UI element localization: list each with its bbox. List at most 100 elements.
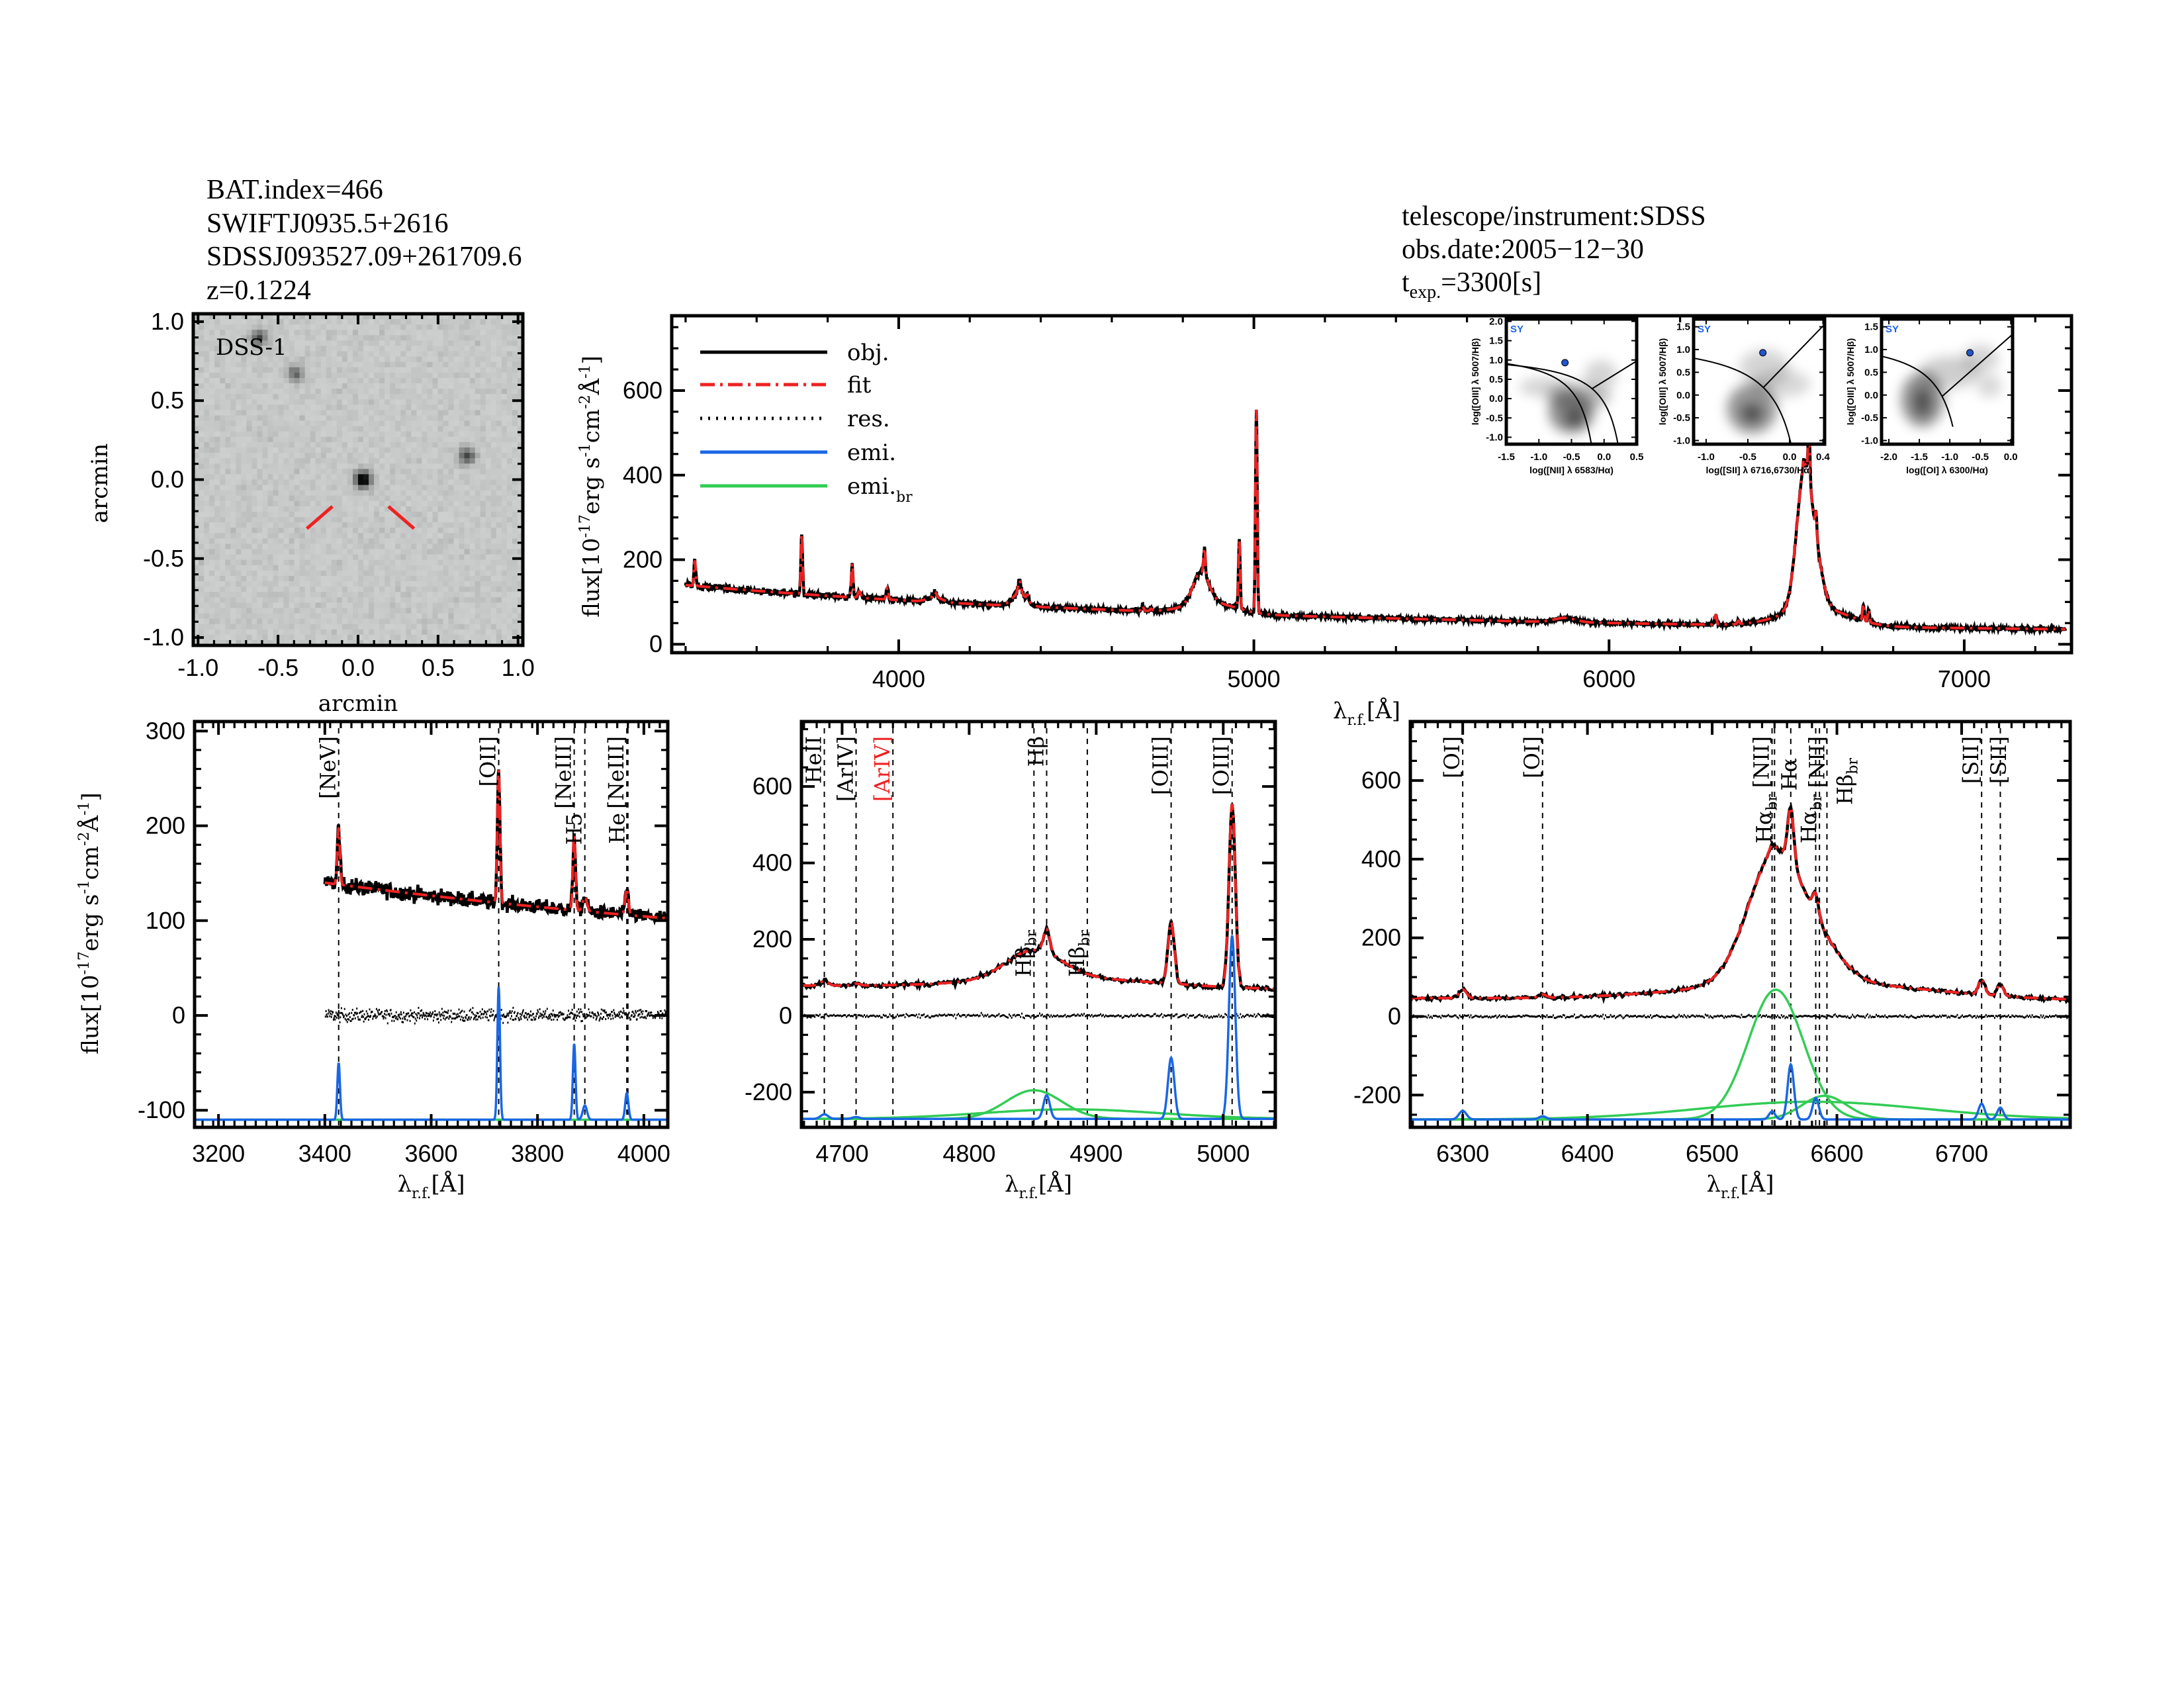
dss-pixel bbox=[353, 506, 359, 512]
dss-pixel bbox=[262, 512, 269, 518]
dss-pixel bbox=[336, 346, 343, 352]
dss-pixel bbox=[262, 436, 269, 443]
dss-pixel bbox=[448, 340, 455, 347]
dss-pixel bbox=[341, 372, 348, 379]
ylabel-part: Å bbox=[77, 815, 104, 832]
dss-pixel bbox=[453, 314, 460, 320]
dss-pixel bbox=[496, 367, 502, 373]
dss-pixel bbox=[374, 463, 380, 469]
dss-pixel bbox=[273, 586, 279, 592]
dss-pixel bbox=[369, 543, 375, 550]
dss-pixel bbox=[278, 351, 285, 357]
dss-pixel bbox=[304, 458, 311, 464]
dss-pixel bbox=[251, 517, 258, 523]
dss-pixel bbox=[422, 528, 428, 534]
dss-pixel bbox=[347, 372, 353, 379]
dss-pixel bbox=[331, 474, 338, 481]
dss-pixel bbox=[267, 415, 274, 422]
dss-pixel bbox=[400, 415, 406, 422]
dss-pixel bbox=[241, 528, 247, 534]
dss-pixel bbox=[406, 629, 412, 635]
dss-pixel bbox=[326, 559, 332, 566]
dss-pixel bbox=[464, 528, 471, 534]
dss-pixel bbox=[289, 447, 295, 453]
dss-pixel bbox=[406, 340, 412, 347]
dss-pixel bbox=[283, 576, 290, 582]
dss-pixel bbox=[518, 528, 523, 534]
dss-pixel bbox=[469, 335, 476, 341]
dss-pixel bbox=[485, 500, 492, 507]
dss-pixel bbox=[496, 474, 502, 481]
dss-pixel bbox=[379, 634, 385, 641]
dss-pixel bbox=[299, 399, 306, 405]
dss-pixel bbox=[278, 474, 285, 481]
dss-pixel bbox=[262, 469, 269, 475]
dss-pixel bbox=[490, 351, 497, 357]
dss-pixel bbox=[422, 474, 428, 481]
dss-pixel bbox=[501, 597, 508, 603]
dss-pixel bbox=[496, 538, 502, 545]
dss-pixel bbox=[331, 404, 338, 411]
dss-pixel bbox=[315, 639, 322, 646]
dss-pixel bbox=[257, 581, 263, 587]
dss-pixel bbox=[251, 383, 258, 389]
dss-pixel bbox=[347, 490, 353, 496]
dss-pixel bbox=[432, 639, 439, 646]
dss-pixel bbox=[214, 528, 220, 534]
dss-pixel bbox=[209, 506, 215, 512]
dss-pixel bbox=[353, 533, 359, 539]
dss-pixel bbox=[369, 500, 375, 507]
dss-pixel bbox=[506, 543, 513, 550]
dss-pixel bbox=[448, 453, 455, 459]
dss-pixel bbox=[459, 426, 465, 432]
dss-pixel bbox=[225, 549, 231, 555]
dss-pixel bbox=[246, 410, 252, 416]
dss-pixel bbox=[199, 533, 205, 539]
dss-pixel bbox=[395, 506, 401, 512]
dss-pixel bbox=[448, 512, 455, 518]
dss-pixel bbox=[416, 613, 423, 620]
dss-pixel bbox=[406, 543, 412, 550]
dss-pixel bbox=[204, 549, 210, 555]
dss-pixel bbox=[341, 618, 348, 625]
dss-pixel bbox=[374, 324, 380, 330]
dss-pixel bbox=[496, 426, 502, 432]
dss-pixel bbox=[320, 565, 327, 571]
dss-pixel bbox=[199, 613, 205, 620]
dss-pixel bbox=[336, 319, 343, 325]
dss-pixel bbox=[406, 356, 412, 363]
dss-pixel bbox=[464, 570, 471, 577]
dss-pixel bbox=[385, 351, 390, 357]
dss-pixel bbox=[437, 479, 444, 486]
dss-pixel bbox=[331, 415, 338, 422]
dss-pixel bbox=[496, 356, 502, 363]
dss-pixel bbox=[374, 361, 380, 368]
dss-pixel bbox=[353, 351, 359, 357]
dss-pixel bbox=[506, 479, 513, 486]
dss-pixel bbox=[416, 372, 423, 379]
dss-pixel bbox=[273, 549, 279, 555]
dss-pixel bbox=[400, 447, 406, 453]
dss-pixel bbox=[475, 581, 481, 587]
dss-pixel bbox=[193, 597, 199, 603]
dss-pixel bbox=[469, 528, 476, 534]
dss-pixel bbox=[204, 361, 210, 368]
dss-pixel bbox=[422, 517, 428, 523]
dss-pixel bbox=[246, 394, 252, 400]
dss-pixel bbox=[278, 383, 285, 389]
dss-pixel bbox=[395, 324, 401, 330]
dss-pixel bbox=[204, 618, 210, 625]
dss-pixel bbox=[220, 469, 226, 475]
dss-pixel bbox=[299, 356, 306, 363]
dss-pixel bbox=[422, 500, 428, 507]
dss-pixel bbox=[214, 383, 220, 389]
dss-pixel bbox=[214, 458, 220, 464]
dss-pixel bbox=[262, 639, 269, 646]
dss-pixel bbox=[336, 517, 343, 523]
dss-pixel bbox=[518, 420, 523, 427]
dss-pixel bbox=[230, 618, 236, 625]
dss-pixel bbox=[437, 469, 444, 475]
dss-pixel bbox=[385, 415, 390, 422]
dss-pixel bbox=[437, 453, 444, 459]
dss-pixel bbox=[506, 576, 513, 582]
